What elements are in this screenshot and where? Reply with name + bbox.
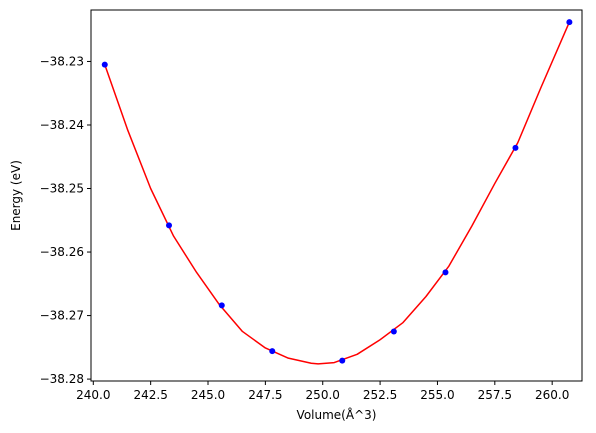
y-tick-label: −38.27 xyxy=(40,309,84,323)
y-tick-label: −38.24 xyxy=(40,118,84,132)
data-point xyxy=(218,302,225,309)
data-point xyxy=(442,269,449,276)
x-tick-label: 255.0 xyxy=(420,388,454,402)
y-tick-label: −38.25 xyxy=(40,182,84,196)
data-point xyxy=(390,328,397,335)
x-axis-label: Volume(Å^3) xyxy=(297,407,377,422)
x-tick-label: 240.0 xyxy=(76,388,110,402)
data-point xyxy=(512,144,519,151)
x-tick-label: 257.5 xyxy=(478,388,512,402)
x-axis-ticks: 240.0 242.5 245.0 247.5 250.0 252.5 255.0 257.5… xyxy=(76,381,569,402)
data-point xyxy=(269,348,276,355)
y-tick-label: −38.26 xyxy=(40,245,84,259)
data-point xyxy=(339,357,346,364)
y-tick-label: −38.28 xyxy=(40,372,84,386)
y-axis-label: Energy (eV) xyxy=(9,160,23,231)
fit-curve-layer xyxy=(104,21,571,365)
plot-frame xyxy=(90,9,583,382)
x-tick-label: 260.0 xyxy=(535,388,569,402)
x-tick-label: 242.5 xyxy=(133,388,167,402)
data-points-layer xyxy=(101,19,573,364)
data-point xyxy=(101,61,108,68)
fit-curve-line xyxy=(104,21,571,365)
x-tick-label: 252.5 xyxy=(363,388,397,402)
x-tick-label: 245.0 xyxy=(191,388,225,402)
x-tick-label: 250.0 xyxy=(306,388,340,402)
y-tick-label: −38.23 xyxy=(40,54,84,68)
x-tick-label: 247.5 xyxy=(248,388,282,402)
data-point xyxy=(566,19,573,26)
y-axis-ticks: −38.28 −38.27 −38.26 −38.25 −38.24 −38.23 xyxy=(40,54,91,386)
data-point xyxy=(166,222,173,229)
